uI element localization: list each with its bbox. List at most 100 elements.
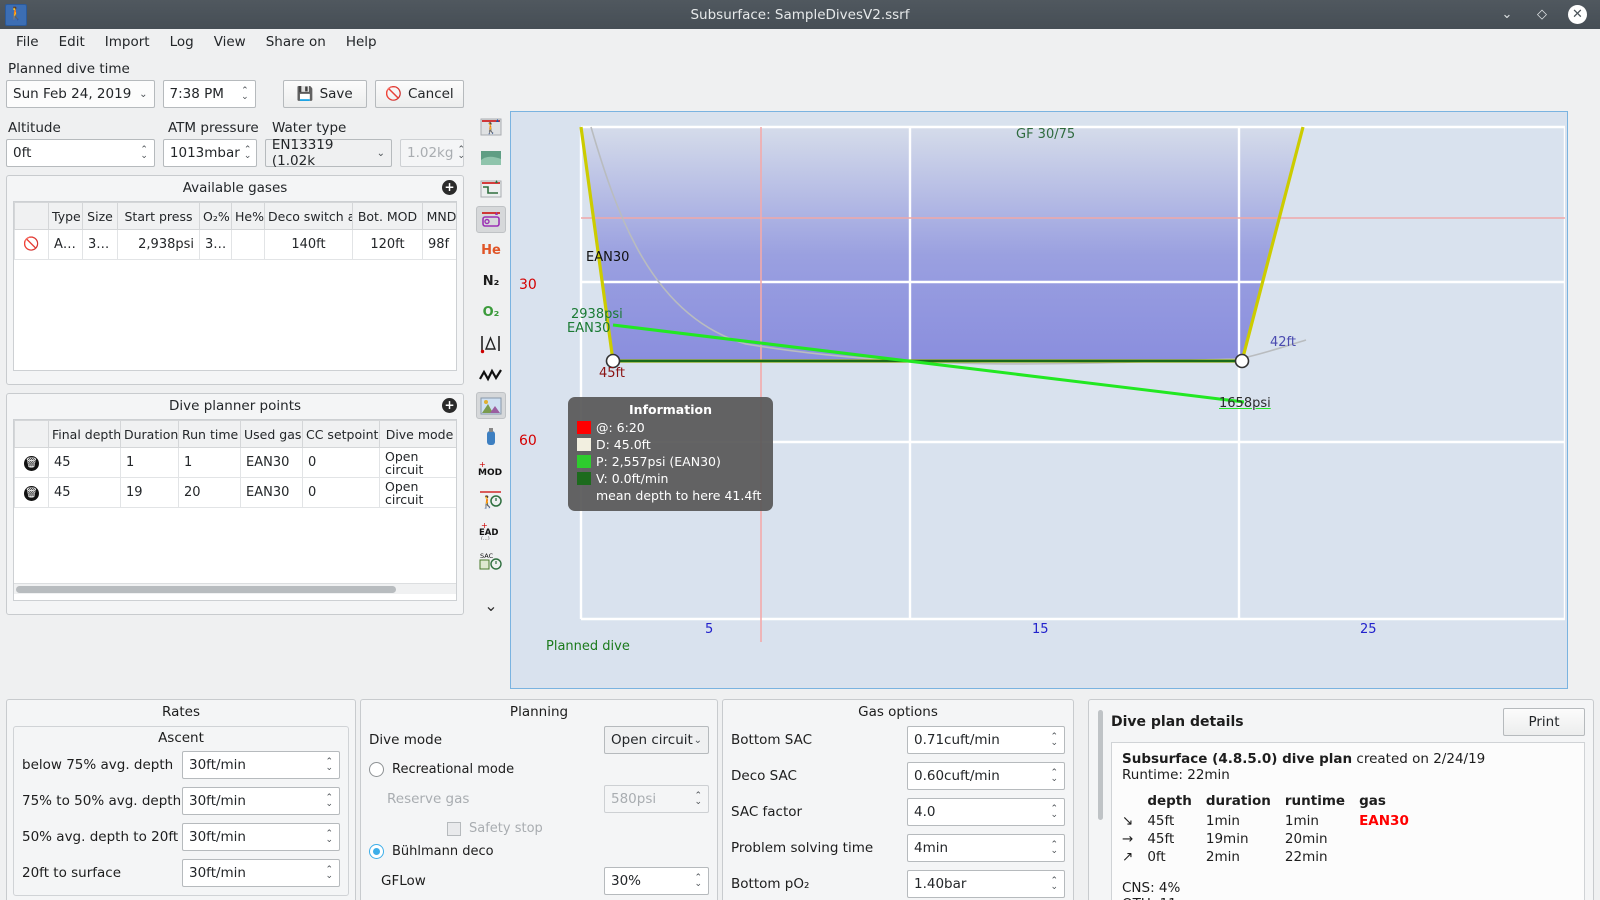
points-col-run-time[interactable]: Run time <box>178 420 241 448</box>
minimize-icon[interactable]: ⌄ <box>1501 7 1513 22</box>
ascent-75-to-50-input[interactable]: 30ft/min ⌃ ⌄ <box>182 787 340 815</box>
mean-depth-label: 42ft <box>1270 335 1296 350</box>
ascent-50-to-20ft-input[interactable]: 30ft/min ⌃ ⌄ <box>182 823 340 851</box>
points-col-final-depth[interactable]: Final depth <box>48 420 121 448</box>
print-button[interactable]: Print <box>1503 708 1585 736</box>
dive-time-spin[interactable]: 7:38 PM ⌃ ⌄ <box>162 80 256 108</box>
x-tick-25: 25 <box>1360 622 1377 637</box>
gases-col-deco-switch[interactable]: Deco switch at <box>264 202 353 230</box>
points-col-duration[interactable]: Duration <box>120 420 179 448</box>
spinner-arrows-icon[interactable]: ⌃ ⌄ <box>140 145 148 161</box>
tank-bar-icon[interactable] <box>476 423 506 450</box>
cancel-button[interactable]: 🚫 Cancel <box>374 80 464 108</box>
bottom-po2-row: Bottom pO₂ 1.40bar ⌃ ⌄ <box>731 870 1065 898</box>
table-row[interactable]: 🚫 A… 3… 2,938psi 3… 140ft 120ft 98f <box>14 229 456 260</box>
ascent-below-75-input[interactable]: 30ft/min ⌃ ⌄ <box>182 751 340 779</box>
water-density-input: 1.02kg ⌃ ⌄ <box>400 139 465 167</box>
gases-col-mnd[interactable]: MND <box>422 202 456 230</box>
gases-col-type[interactable]: Type <box>48 202 83 230</box>
gases-col-o2[interactable]: O₂% <box>199 202 232 230</box>
thermometer-icon[interactable] <box>476 144 506 171</box>
maximize-icon[interactable]: ◇ <box>1537 7 1547 22</box>
gases-hscrollbar[interactable] <box>14 370 456 371</box>
dive-profile-chart[interactable]: GF 30/75 EAN30 2938psi EAN30 45ft 42ft 1… <box>510 111 1568 689</box>
oxygen-icon[interactable]: O₂ <box>482 305 500 320</box>
sac-icon[interactable]: SAC <box>476 547 506 574</box>
save-button[interactable]: 💾 Save <box>282 80 367 108</box>
menu-item-view[interactable]: View <box>213 34 246 50</box>
dive-mode-combo[interactable]: Open circuit ⌄ <box>604 726 709 754</box>
dive-date-combo[interactable]: Sun Feb 24, 2019 ⌄ <box>6 80 155 108</box>
ead-icon[interactable]: + EAD (...) <box>476 516 506 543</box>
plan-header-row: depth duration runtime gas <box>1122 793 1423 812</box>
bottom-sac-input[interactable]: 0.71cuft/min ⌃ ⌄ <box>907 726 1065 754</box>
atm-pressure-input[interactable]: 1013mbar ⌃ ⌄ <box>162 139 257 167</box>
spinner-arrows-icon[interactable]: ⌃ ⌄ <box>241 86 249 102</box>
spinner-arrows-icon[interactable]: ⌃ ⌄ <box>325 829 333 845</box>
chevron-down-icon[interactable]: ⌄ <box>484 596 498 615</box>
points-col-cc-setpoint[interactable]: CC setpoint <box>302 420 380 448</box>
points-col-0[interactable] <box>14 420 49 448</box>
spinner-arrows-icon[interactable]: ⌃ ⌄ <box>1050 768 1058 784</box>
points-col-used-gas[interactable]: Used gas <box>240 420 303 448</box>
close-icon[interactable]: ✕ <box>1568 5 1587 24</box>
dive-time-value: 7:38 PM <box>169 86 224 102</box>
add-point-button[interactable]: + <box>442 398 457 413</box>
table-row[interactable]: 🗑 45 1 1 EAN30 0 Open circuit <box>14 447 456 478</box>
spinner-arrows-icon[interactable]: ⌃ ⌄ <box>325 865 333 881</box>
spinner-arrows-icon[interactable]: ⌃ ⌄ <box>243 145 252 161</box>
recreational-mode-radio[interactable] <box>369 762 384 777</box>
altitude-input[interactable]: 0ft ⌃ ⌄ <box>6 139 155 167</box>
buhlmann-deco-radio[interactable] <box>369 844 384 859</box>
scale-with-clock-icon[interactable]: 🚶 <box>476 485 506 512</box>
gases-col-start-press[interactable]: Start press <box>117 202 200 230</box>
mod-icon[interactable]: + MOD <box>476 454 506 481</box>
profile-handle[interactable] <box>605 353 621 369</box>
menu-item-share-on[interactable]: Share on <box>265 34 326 50</box>
helium-icon[interactable]: He <box>481 243 501 258</box>
spinner-arrows-icon[interactable]: ⌃ ⌄ <box>694 873 702 889</box>
profile-handle[interactable] <box>1234 353 1250 369</box>
dive-planner-points-table[interactable]: Final depth Duration Run time Used gas C… <box>14 420 456 508</box>
delete-point-icon[interactable]: 🗑 <box>14 447 49 478</box>
problem-solving-time-input[interactable]: 4min ⌃ ⌄ <box>907 834 1065 862</box>
gflow-input[interactable]: 30% ⌃ ⌄ <box>604 867 709 895</box>
add-gas-button[interactable]: + <box>442 180 457 195</box>
calculated-ceiling-icon[interactable] <box>476 206 506 233</box>
spinner-arrows-icon[interactable]: ⌃ ⌄ <box>1050 876 1058 892</box>
sac-factor-input[interactable]: 4.0 ⌃ ⌄ <box>907 798 1065 826</box>
scale-profile-icon[interactable]: 🚶 <box>476 113 506 140</box>
delete-point-icon[interactable]: 🗑 <box>14 477 49 508</box>
points-hscrollbar[interactable] <box>14 583 456 594</box>
gases-col-bot-mod[interactable]: Bot. MOD <box>352 202 423 230</box>
menu-item-file[interactable]: File <box>16 34 39 50</box>
water-type-combo[interactable]: EN13319 (1.02k ⌄ <box>264 137 392 169</box>
deco-sac-input[interactable]: 0.60cuft/min ⌃ ⌄ <box>907 762 1065 790</box>
menu-item-edit[interactable]: Edit <box>58 34 85 50</box>
dc-ceiling-icon[interactable] <box>476 175 506 202</box>
spinner-arrows-icon[interactable]: ⌃ ⌄ <box>1050 732 1058 748</box>
ascent-20ft-to-surface-input[interactable]: 30ft/min ⌃ ⌄ <box>182 859 340 887</box>
bottom-po2-input[interactable]: 1.40bar ⌃ ⌄ <box>907 870 1065 898</box>
details-scrollbar[interactable] <box>1098 710 1103 820</box>
deco-info-icon[interactable] <box>476 330 506 357</box>
menu-item-help[interactable]: Help <box>345 34 377 50</box>
point-used-gas: EAN30 <box>240 447 303 478</box>
menu-item-import[interactable]: Import <box>104 34 150 50</box>
table-row[interactable]: 🗑 45 19 20 EAN30 0 Open circuit <box>14 477 456 508</box>
gases-col-0[interactable] <box>14 202 49 230</box>
spinner-arrows-icon[interactable]: ⌃ ⌄ <box>1050 804 1058 820</box>
nitrogen-icon[interactable]: N₂ <box>482 274 500 289</box>
spinner-arrows-icon[interactable]: ⌃ ⌄ <box>325 757 333 773</box>
menu-item-log[interactable]: Log <box>169 34 194 50</box>
spinner-arrows-icon[interactable]: ⌃ ⌄ <box>1050 840 1058 856</box>
available-gases-table[interactable]: Type Size Start press O₂% He% Deco switc… <box>14 202 456 260</box>
gas-he <box>231 229 265 260</box>
spinner-arrows-icon[interactable]: ⌃ ⌄ <box>325 793 333 809</box>
gases-col-size[interactable]: Size <box>82 202 118 230</box>
photos-icon[interactable] <box>476 392 506 419</box>
gases-col-he[interactable]: He% <box>231 202 265 230</box>
tissues-graph-icon[interactable] <box>476 361 506 388</box>
no-gas-icon[interactable]: 🚫 <box>14 229 49 260</box>
points-col-dive-mode[interactable]: Dive mode <box>379 420 456 448</box>
